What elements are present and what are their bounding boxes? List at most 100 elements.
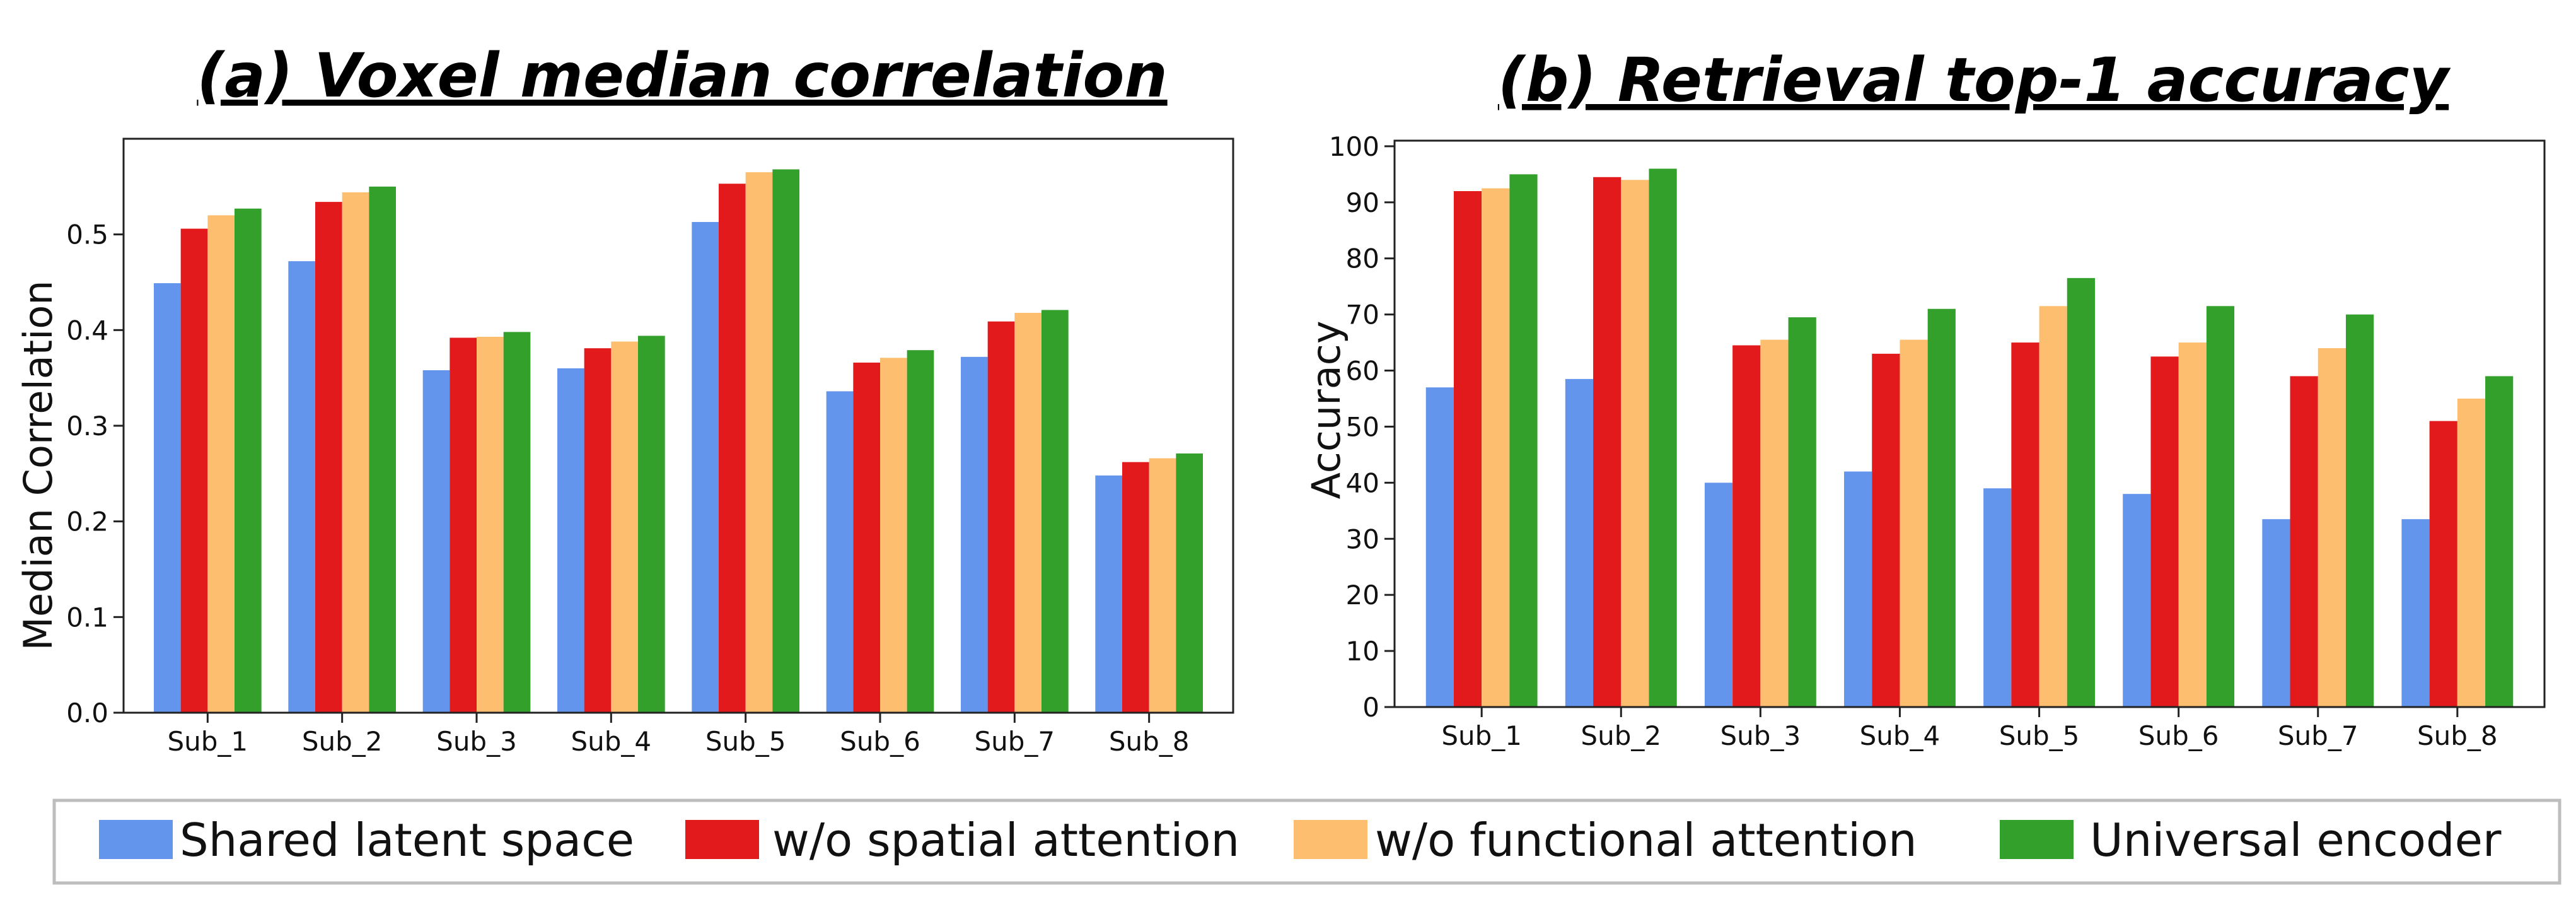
x-tick-label-b-sub-8: Sub_8 [2417,720,2498,751]
panel-retrieval-accuracy: (b) Retrieval top-1 accuracy Accuracy 0 1… [1303,45,2546,751]
bar-a-shared-latent-space-sub-3 [422,370,450,713]
bar-a-w-o-spatial-attention-sub-7 [987,321,1015,713]
bar-b-w-o-functional-attention-sub-8 [2457,398,2486,707]
bar-a-w-o-spatial-attention-sub-8 [1122,462,1149,713]
y-tick-label-b: 80 [1346,243,1379,274]
legend-swatch-shared-latent-space [99,820,173,859]
y-tick-label-b: 0 [1362,692,1379,723]
y-tick-label-a: 0.4 [66,315,108,346]
y-tick-label-b: 10 [1346,636,1379,667]
x-tick-label-a-sub-8: Sub_8 [1109,726,1190,757]
bar-a-w-o-functional-attention-sub-3 [477,336,504,713]
bar-a-universal-encoder-sub-5 [772,169,799,713]
bar-a-shared-latent-space-sub-2 [288,261,315,713]
bar-b-universal-encoder-sub-4 [1927,308,1956,708]
legend-label-wo-spatial-attention: w/o spatial attention [772,814,1239,867]
bar-b-shared-latent-space-sub-7 [2262,519,2290,707]
x-tick-label-a-sub-4: Sub_4 [571,726,651,757]
y-tick-label-b: 90 [1346,187,1379,218]
bar-a-w-o-functional-attention-sub-7 [1014,313,1041,713]
bar-a-universal-encoder-sub-8 [1176,453,1203,713]
bar-a-w-o-functional-attention-sub-5 [745,172,773,713]
bar-b-universal-encoder-sub-2 [1649,168,1677,708]
x-tick-label-b-sub-7: Sub_7 [2278,720,2358,751]
y-tick-label-a: 0.3 [66,411,108,442]
y-tick-label-b: 20 [1346,580,1379,611]
bar-a-shared-latent-space-sub-5 [692,221,719,713]
bar-b-w-o-spatial-attention-sub-2 [1593,177,1622,707]
legend-swatch-universal-encoder [2000,820,2074,859]
bar-a-w-o-functional-attention-sub-6 [880,358,907,713]
legend-label-universal-encoder: Universal encoder [2090,814,2502,867]
bar-a-universal-encoder-sub-4 [638,336,665,713]
bar-a-w-o-spatial-attention-sub-5 [719,184,746,713]
bar-b-w-o-functional-attention-sub-5 [2039,306,2067,707]
x-tick-label-a-sub-6: Sub_6 [840,726,920,757]
x-tick-label-b-sub-1: Sub_1 [1441,720,1522,751]
bar-a-shared-latent-space-sub-1 [154,283,181,713]
bar-b-universal-encoder-sub-8 [2485,376,2514,707]
x-tick-label-b-sub-5: Sub_5 [1999,720,2080,751]
bar-b-w-o-spatial-attention-sub-1 [1453,191,1482,707]
x-tick-label-a-sub-2: Sub_2 [302,726,383,757]
y-tick-label-b: 100 [1329,131,1379,162]
y-tick-label-b: 50 [1346,411,1379,442]
legend-swatch-wo-functional-attention [1294,820,1367,859]
bar-b-shared-latent-space-sub-4 [1844,471,1872,707]
y-tick-label-b: 30 [1346,523,1379,554]
bar-a-universal-encoder-sub-2 [369,186,396,713]
bar-a-universal-encoder-sub-3 [503,332,531,713]
legend-label-wo-functional-attention: w/o functional attention [1375,814,1917,867]
bar-b-w-o-spatial-attention-sub-5 [2011,342,2039,707]
legend-swatch-wo-spatial-attention [685,820,759,859]
legend-label-shared-latent-space: Shared latent space [180,814,634,867]
bar-a-shared-latent-space-sub-4 [557,368,584,713]
bar-a-w-o-spatial-attention-sub-2 [315,202,342,713]
bar-b-w-o-spatial-attention-sub-3 [1732,345,1761,707]
bar-b-shared-latent-space-sub-1 [1425,387,1454,707]
x-tick-label-a-sub-7: Sub_7 [974,726,1055,757]
bar-a-w-o-functional-attention-sub-2 [342,192,369,713]
bar-a-w-o-spatial-attention-sub-4 [584,348,612,713]
x-tick-label-a-sub-3: Sub_3 [436,726,517,757]
bar-b-w-o-functional-attention-sub-6 [2178,342,2207,707]
chart-title-b: (b) Retrieval top-1 accuracy [1498,45,2451,115]
bar-b-shared-latent-space-sub-8 [2401,519,2430,707]
bar-b-shared-latent-space-sub-2 [1565,378,1594,707]
bar-a-universal-encoder-sub-1 [235,208,262,713]
bar-b-w-o-spatial-attention-sub-8 [2429,421,2457,707]
bar-b-w-o-spatial-attention-sub-6 [2150,356,2179,707]
x-tick-label-b-sub-3: Sub_3 [1720,720,1801,751]
bar-a-universal-encoder-sub-7 [1041,310,1069,713]
bar-a-w-o-spatial-attention-sub-6 [853,362,880,713]
x-tick-label-a-sub-5: Sub_5 [705,726,786,757]
plot-area-a: 0.0 0.1 0.2 0.3 0.4 0.5 Sub_1 Sub_2 Sub_3 Sub_4 Su… [66,137,1234,757]
chart-title-a: (a) Voxel median correlation [197,40,1167,111]
y-tick-label-a: 0.5 [66,219,108,250]
bar-b-w-o-functional-attention-sub-3 [1760,339,1789,707]
bar-a-w-o-spatial-attention-sub-1 [180,228,208,713]
bar-b-shared-latent-space-sub-6 [2123,494,2151,707]
x-tick-label-b-sub-2: Sub_2 [1581,720,1661,751]
bar-b-shared-latent-space-sub-5 [1983,488,2012,707]
y-axis-label-a: Median Correlation [15,280,61,650]
y-tick-label-b: 60 [1346,356,1379,387]
y-tick-label-a: 0.0 [66,698,108,728]
y-tick-label-a: 0.2 [66,506,108,537]
bar-b-w-o-spatial-attention-sub-7 [2290,376,2318,707]
bar-a-w-o-functional-attention-sub-1 [207,215,235,713]
bar-a-universal-encoder-sub-6 [907,350,934,713]
plot-area-b: 0 10 20 30 40 50 60 70 80 90 100 Sub_1 Sub_2 Sub_3 Sub… [1329,131,2546,751]
x-tick-label-b-sub-4: Sub_4 [1860,720,1941,751]
axes-frame-b [1393,139,2546,708]
bar-a-w-o-functional-attention-sub-8 [1149,458,1176,713]
bar-b-universal-encoder-sub-3 [1788,317,1816,707]
bar-b-universal-encoder-sub-7 [2345,314,2374,707]
legend: Shared latent space w/o spatial attentio… [52,798,2561,885]
y-tick-label-b: 40 [1346,467,1379,498]
bar-a-shared-latent-space-sub-7 [961,356,988,713]
bar-b-w-o-spatial-attention-sub-4 [1872,353,1900,707]
bar-b-universal-encoder-sub-6 [2206,306,2235,707]
y-axis-label-b: Accuracy [1303,320,1349,499]
